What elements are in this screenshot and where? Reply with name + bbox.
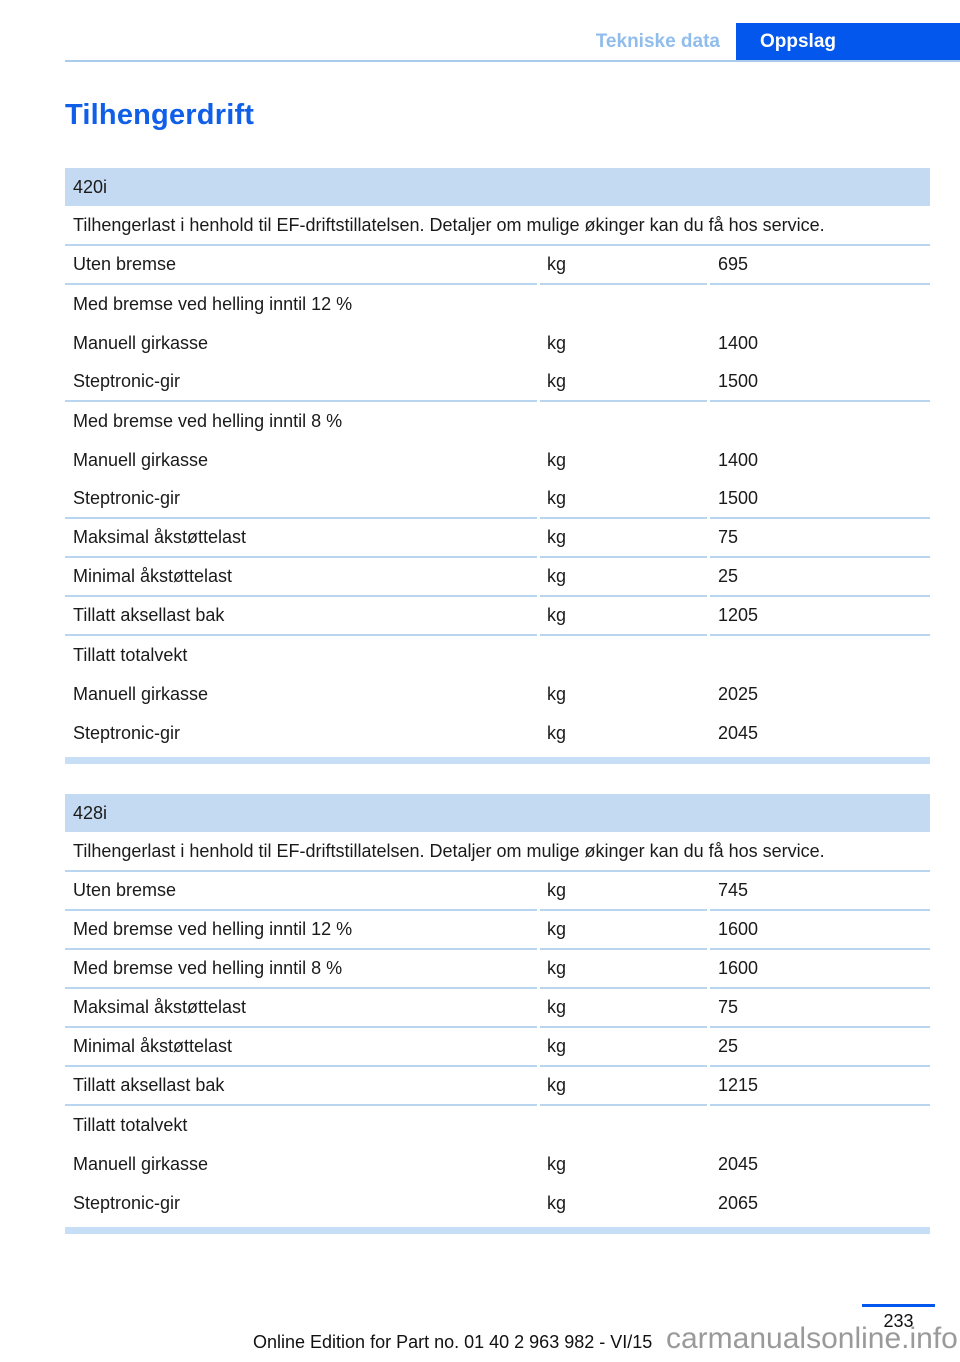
- table-row: Med bremse ved helling inntil 8 %: [65, 402, 930, 441]
- row-unit: kg: [547, 1193, 567, 1213]
- table-row: Med bremse ved helling inntil 8 % kg 1600: [65, 950, 930, 989]
- row-value: 1205: [710, 597, 930, 636]
- row-label: Steptronic-gir: [73, 1193, 181, 1213]
- row-unit: kg: [547, 333, 567, 353]
- table-row: Manuell girkasse kg 2025: [65, 675, 930, 714]
- row-label: Manuell girkasse: [73, 333, 209, 353]
- row-label: Maksimal åkstøttelast: [65, 519, 537, 558]
- row-label: Minimal åkstøttelast: [65, 1028, 537, 1067]
- table-model-header: 420i: [65, 168, 930, 206]
- table-row: Uten bremse kg 745: [65, 872, 930, 911]
- row-unit: kg: [547, 450, 567, 470]
- row-unit: kg: [540, 519, 707, 558]
- row-label: Med bremse ved helling inntil 8 %: [65, 950, 537, 989]
- row-label: Minimal åkstøttelast: [65, 558, 537, 597]
- row-value: 25: [710, 558, 930, 597]
- row-value: 1500: [710, 363, 930, 402]
- tab-oppslag[interactable]: Oppslag: [736, 23, 960, 60]
- row-unit: kg: [540, 363, 707, 402]
- row-unit: kg: [540, 1067, 707, 1106]
- row-label: Steptronic-gir: [73, 723, 181, 743]
- row-unit: kg: [547, 723, 567, 743]
- row-label: Tillatt aksellast bak: [65, 1067, 537, 1106]
- row-unit: kg: [540, 872, 707, 911]
- edition-text: Online Edition for Part no. 01 40 2 963 …: [253, 1332, 653, 1352]
- row-section-label: Tillatt totalvekt: [73, 1115, 188, 1135]
- table-row: Steptronic-gir kg 2065: [65, 1184, 930, 1223]
- row-unit: kg: [540, 246, 707, 285]
- row-value: 1215: [710, 1067, 930, 1106]
- table-model-header: 428i: [65, 794, 930, 832]
- row-label: Uten bremse: [65, 872, 537, 911]
- row-section-label: Med bremse ved helling inntil 8 %: [73, 411, 343, 431]
- row-value: 25: [710, 1028, 930, 1067]
- table-row: Steptronic-gir kg 1500: [65, 480, 930, 519]
- table-row: Minimal åkstøttelast kg 25: [65, 558, 930, 597]
- table-row: Med bremse ved helling inntil 12 % kg 1600: [65, 911, 930, 950]
- table-row: Steptronic-gir kg 1500: [65, 363, 930, 402]
- table-row: Maksimal åkstøttelast kg 75: [65, 519, 930, 558]
- table-row: Tillatt aksellast bak kg 1205: [65, 597, 930, 636]
- row-section-label: Med bremse ved helling inntil 12 %: [73, 294, 353, 314]
- row-unit: kg: [540, 597, 707, 636]
- table-intro-text: Tilhengerlast i henhold til EF-driftstil…: [65, 832, 930, 872]
- row-section-label: Tillatt totalvekt: [73, 645, 188, 665]
- row-unit: kg: [540, 558, 707, 597]
- row-value: 745: [710, 872, 930, 911]
- row-label: Manuell girkasse: [73, 450, 209, 470]
- row-label: Steptronic-gir: [65, 363, 537, 402]
- row-label: Manuell girkasse: [73, 1154, 209, 1174]
- row-unit: kg: [540, 1028, 707, 1067]
- row-label: Tillatt aksellast bak: [65, 597, 537, 636]
- page-title: Tilhengerdrift: [65, 99, 255, 131]
- row-value: 2045: [718, 1154, 759, 1174]
- row-unit: kg: [540, 989, 707, 1028]
- table-row: Tillatt totalvekt: [65, 636, 930, 675]
- page-number-rule: [862, 1304, 935, 1307]
- row-value: 2065: [718, 1193, 759, 1213]
- table-row: Tillatt aksellast bak kg 1215: [65, 1067, 930, 1106]
- row-value: 75: [710, 989, 930, 1028]
- table-intro-row: Tilhengerlast i henhold til EF-driftstil…: [65, 832, 930, 872]
- table-intro-text: Tilhengerlast i henhold til EF-driftstil…: [65, 206, 930, 246]
- row-value: 1400: [718, 333, 759, 353]
- table-row: Med bremse ved helling inntil 12 %: [65, 285, 930, 324]
- row-value: 695: [710, 246, 930, 285]
- row-label: Maksimal åkstøttelast: [65, 989, 537, 1028]
- row-label: Steptronic-gir: [65, 480, 537, 519]
- row-label: Manuell girkasse: [73, 684, 209, 704]
- row-unit: kg: [547, 1154, 567, 1174]
- row-value: 75: [710, 519, 930, 558]
- header-rule: [65, 60, 960, 62]
- row-unit: kg: [547, 684, 567, 704]
- row-label: Med bremse ved helling inntil 12 %: [65, 911, 537, 950]
- table-row: Uten bremse kg 695: [65, 246, 930, 285]
- row-value: 1500: [710, 480, 930, 519]
- spec-table: 420i Tilhengerlast i henhold til EF-drift…: [65, 168, 930, 764]
- row-unit: kg: [540, 480, 707, 519]
- table-row: Manuell girkasse kg 1400: [65, 441, 930, 480]
- table-row: Steptronic-gir kg 2045: [65, 714, 930, 753]
- table-row: Tillatt totalvekt: [65, 1106, 930, 1145]
- spec-table: 428i Tilhengerlast i henhold til EF-drift…: [65, 794, 930, 1234]
- row-unit: kg: [540, 950, 707, 989]
- row-value: 1600: [710, 950, 930, 989]
- table-row: Manuell girkasse kg 1400: [65, 324, 930, 363]
- row-label: Uten bremse: [65, 246, 537, 285]
- tab-tekniske-data[interactable]: Tekniske data: [595, 31, 720, 52]
- table-row: Minimal åkstøttelast kg 25: [65, 1028, 930, 1067]
- table-row: Maksimal åkstøttelast kg 75: [65, 989, 930, 1028]
- table-bottom-bar: [65, 757, 930, 764]
- table-bottom-bar: [65, 1227, 930, 1234]
- row-value: 1400: [718, 450, 759, 470]
- row-value: 2045: [718, 723, 759, 743]
- table-intro-row: Tilhengerlast i henhold til EF-driftstil…: [65, 206, 930, 246]
- row-unit: kg: [540, 911, 707, 950]
- row-value: 1600: [710, 911, 930, 950]
- tables: 420i Tilhengerlast i henhold til EF-drift…: [65, 168, 930, 1234]
- row-value: 2025: [718, 684, 759, 704]
- table-row: Manuell girkasse kg 2045: [65, 1145, 930, 1184]
- page-number: 233: [883, 1311, 914, 1331]
